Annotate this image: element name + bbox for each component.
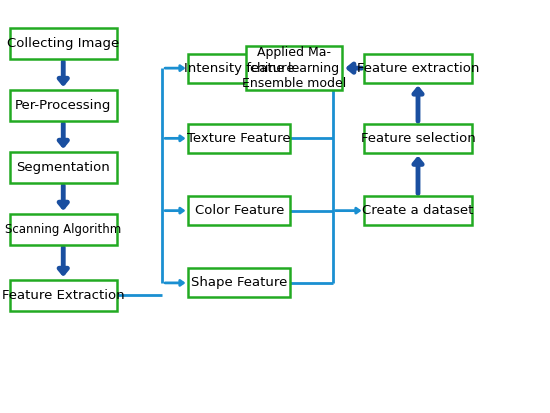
FancyBboxPatch shape [188,196,290,225]
FancyBboxPatch shape [10,280,117,311]
FancyBboxPatch shape [188,124,290,153]
FancyBboxPatch shape [364,124,471,153]
FancyBboxPatch shape [364,54,471,83]
Text: Feature extraction: Feature extraction [357,62,479,75]
Text: Intensity feature: Intensity feature [184,62,295,75]
Text: Shape Feature: Shape Feature [191,276,288,290]
FancyBboxPatch shape [246,47,342,90]
FancyBboxPatch shape [10,152,117,183]
FancyBboxPatch shape [188,268,290,297]
Text: Color Feature: Color Feature [195,204,284,217]
Text: Collecting Image: Collecting Image [7,37,119,50]
Text: Applied Ma-
chine learning
Ensemble model: Applied Ma- chine learning Ensemble mode… [242,46,346,90]
Text: Per-Processing: Per-Processing [15,99,112,112]
FancyBboxPatch shape [10,90,117,121]
Text: Feature selection: Feature selection [361,132,475,145]
FancyBboxPatch shape [188,54,290,83]
Text: Texture Feature: Texture Feature [188,132,291,145]
FancyBboxPatch shape [10,214,117,244]
FancyBboxPatch shape [10,28,117,59]
Text: Segmentation: Segmentation [16,161,110,174]
Text: Scanning Algorithm: Scanning Algorithm [5,223,122,236]
Text: Create a dataset: Create a dataset [362,204,474,217]
Text: Feature Extraction: Feature Extraction [2,289,124,302]
FancyBboxPatch shape [364,196,471,225]
